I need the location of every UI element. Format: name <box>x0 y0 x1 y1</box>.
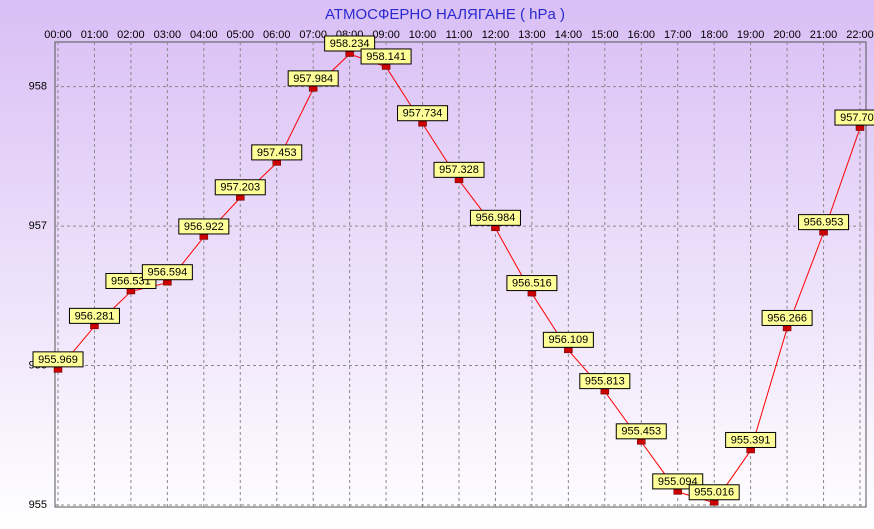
label-box <box>798 214 850 231</box>
point-marker <box>345 51 354 57</box>
data-label: 958.234 <box>330 38 370 50</box>
data-label: 956.281 <box>75 310 115 322</box>
point-marker <box>308 86 318 92</box>
point-marker <box>782 325 792 332</box>
y-tick-label: 957 <box>29 220 47 232</box>
point-marker <box>491 225 500 232</box>
x-tick-label: 05:00 <box>227 29 255 41</box>
label-box <box>178 218 230 235</box>
data-label: 955.094 <box>658 476 698 488</box>
x-tick-label: 04:00 <box>190 29 218 41</box>
data-label: 957.203 <box>220 182 260 194</box>
data-label: 955.813 <box>585 376 625 388</box>
point-marker <box>418 120 427 127</box>
label-box <box>688 484 740 501</box>
x-tick-label: 02:00 <box>117 29 145 41</box>
data-label: 955.453 <box>621 426 661 438</box>
label-box <box>834 109 874 126</box>
x-tick-label: 18:00 <box>700 29 728 41</box>
point-marker <box>454 177 464 184</box>
point-marker <box>673 489 682 495</box>
label-box <box>214 179 266 196</box>
y-tick-label: 955 <box>29 499 47 511</box>
x-tick-label: 01:00 <box>81 29 109 41</box>
data-label: 956.984 <box>476 212 516 224</box>
data-label: 956.516 <box>512 277 552 289</box>
label-box <box>542 331 594 348</box>
chart-title: АТМОСФЕРНО НАЛЯГАНЕ ( hPa ) <box>325 6 565 23</box>
point-marker <box>564 347 573 354</box>
x-tick-label: 13:00 <box>518 29 546 41</box>
label-box <box>287 70 339 87</box>
data-label: 956.922 <box>184 221 224 233</box>
x-tick-label: 22:00 <box>846 29 874 41</box>
point-marker <box>600 388 610 395</box>
label-box <box>579 373 631 390</box>
data-label: 957.703 <box>840 112 874 124</box>
point-marker <box>90 323 99 330</box>
plot: 95595695795800:0001:0002:0003:0004:0005:… <box>29 29 874 511</box>
x-tick-label: 10:00 <box>409 29 437 41</box>
x-tick-label: 17:00 <box>664 29 692 41</box>
label-box <box>251 144 303 161</box>
point-marker <box>855 125 865 131</box>
label-box <box>141 264 193 281</box>
point-marker <box>637 439 646 445</box>
x-tick-label: 07:00 <box>299 29 327 41</box>
point-marker <box>236 195 245 201</box>
x-tick-label: 06:00 <box>263 29 291 41</box>
x-tick-label: 12:00 <box>482 29 510 41</box>
y-tick-label: 958 <box>29 81 47 93</box>
label-box <box>433 161 485 178</box>
data-label: 957.453 <box>257 147 297 159</box>
label-box <box>469 209 521 226</box>
label-box <box>506 275 558 292</box>
data-label: 956.109 <box>548 334 588 346</box>
x-tick-label: 16:00 <box>628 29 656 41</box>
label-box <box>761 309 813 326</box>
data-label: 956.531 <box>111 275 151 287</box>
data-label: 955.016 <box>694 487 734 499</box>
point-marker <box>746 447 755 454</box>
x-tick-label: 20:00 <box>773 29 801 41</box>
data-label: 956.953 <box>804 217 844 229</box>
x-tick-label: 19:00 <box>737 29 765 41</box>
data-label: 957.734 <box>403 108 443 120</box>
label-box <box>32 351 84 368</box>
data-label: 956.594 <box>147 267 187 279</box>
point-marker <box>53 367 63 373</box>
x-tick-label: 00:00 <box>44 29 72 41</box>
point-marker <box>709 500 719 506</box>
data-label: 957.328 <box>439 164 479 176</box>
data-label: 957.984 <box>293 73 333 85</box>
label-box <box>615 423 667 440</box>
x-tick-label: 14:00 <box>555 29 583 41</box>
label-box <box>68 307 120 324</box>
data-label: 956.266 <box>767 312 807 324</box>
x-tick-label: 09:00 <box>372 29 400 41</box>
data-label: 955.391 <box>731 434 771 446</box>
point-marker <box>199 234 209 240</box>
x-tick-label: 03:00 <box>154 29 182 41</box>
plot-frame <box>54 41 867 508</box>
x-tick-label: 15:00 <box>591 29 619 41</box>
label-box <box>725 431 777 448</box>
label-box <box>360 48 412 65</box>
data-label: 955.969 <box>38 354 78 366</box>
label-box <box>397 105 449 122</box>
point-marker <box>819 229 828 236</box>
point-marker <box>381 64 391 70</box>
point-marker <box>163 279 172 286</box>
point-marker <box>527 290 537 297</box>
data-label: 958.141 <box>366 51 406 63</box>
x-tick-label: 21:00 <box>810 29 838 41</box>
point-marker <box>126 288 136 295</box>
x-tick-label: 11:00 <box>446 29 473 41</box>
label-box <box>324 35 376 52</box>
point-marker <box>272 160 281 166</box>
